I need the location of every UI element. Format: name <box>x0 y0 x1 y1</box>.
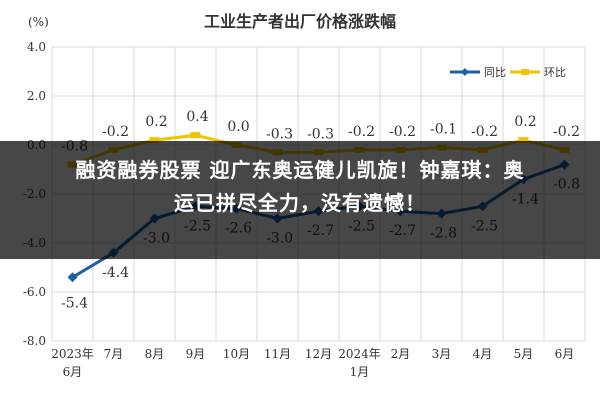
data-label: -0.1 <box>430 121 457 137</box>
series-point <box>518 137 529 144</box>
data-label: -0.2 <box>389 124 416 140</box>
legend-marker <box>461 68 469 76</box>
y-tick-label: 4.0 <box>27 40 46 54</box>
series-point <box>67 272 78 283</box>
x-tick-label: 3月 <box>432 347 452 361</box>
series-point <box>190 132 201 139</box>
x-tick-label: 5月 <box>514 347 534 361</box>
x-tick-label: 8月 <box>145 347 165 361</box>
x-tick-label: 6月 <box>555 347 575 361</box>
headline-line-1: 融资融券股票 迎广东奥运健儿凯旋！钟嘉琪：奥 <box>75 158 525 182</box>
data-label: -0.3 <box>307 126 334 142</box>
headline-overlay <box>0 141 600 259</box>
x-tick-label: 4月 <box>473 347 493 361</box>
chart-title: 工业生产者出厂价格涨跌幅 <box>204 12 396 31</box>
y-tick-label: -6.0 <box>23 285 46 299</box>
x-tick-label: 9月 <box>186 347 206 361</box>
x-tick-label: 7月 <box>104 347 124 361</box>
y-axis-unit: (%) <box>28 15 49 29</box>
data-label: -0.3 <box>266 126 293 142</box>
data-label: -5.4 <box>61 295 88 311</box>
data-label: -0.2 <box>102 124 129 140</box>
y-tick-label: -8.0 <box>23 334 46 348</box>
data-label: -4.4 <box>102 265 129 281</box>
x-tick-label: 12月 <box>305 347 332 361</box>
data-label: 0.2 <box>514 114 536 130</box>
legend-label: 同比 <box>484 66 506 79</box>
legend-label: 环比 <box>544 66 566 79</box>
data-label: -0.2 <box>348 124 375 140</box>
series-point <box>149 137 160 144</box>
x-tick-label: 10月 <box>223 347 250 361</box>
x-tick-label: 11月 <box>264 347 291 361</box>
data-label: 0.2 <box>145 114 167 130</box>
data-label: -0.2 <box>471 124 498 140</box>
headline-line-2: 运已拼尽全力，没有遗憾！ <box>174 191 426 215</box>
data-label: 0.0 <box>227 119 249 135</box>
data-label: 0.4 <box>186 109 208 125</box>
data-label: -0.2 <box>553 124 580 140</box>
legend-marker <box>521 69 529 75</box>
legend: 同比 环比 <box>450 66 566 79</box>
x-tick-label: 2024年 1月 <box>338 347 381 379</box>
y-tick-label: 2.0 <box>27 89 46 103</box>
x-tick-label: 2023年 6月 <box>51 347 94 379</box>
x-tick-label: 2月 <box>391 347 411 361</box>
news-headline[interactable]: 融资融券股票 迎广东奥运健儿凯旋！钟嘉琪：奥 运已拼尽全力，没有遗憾！ <box>0 154 600 220</box>
